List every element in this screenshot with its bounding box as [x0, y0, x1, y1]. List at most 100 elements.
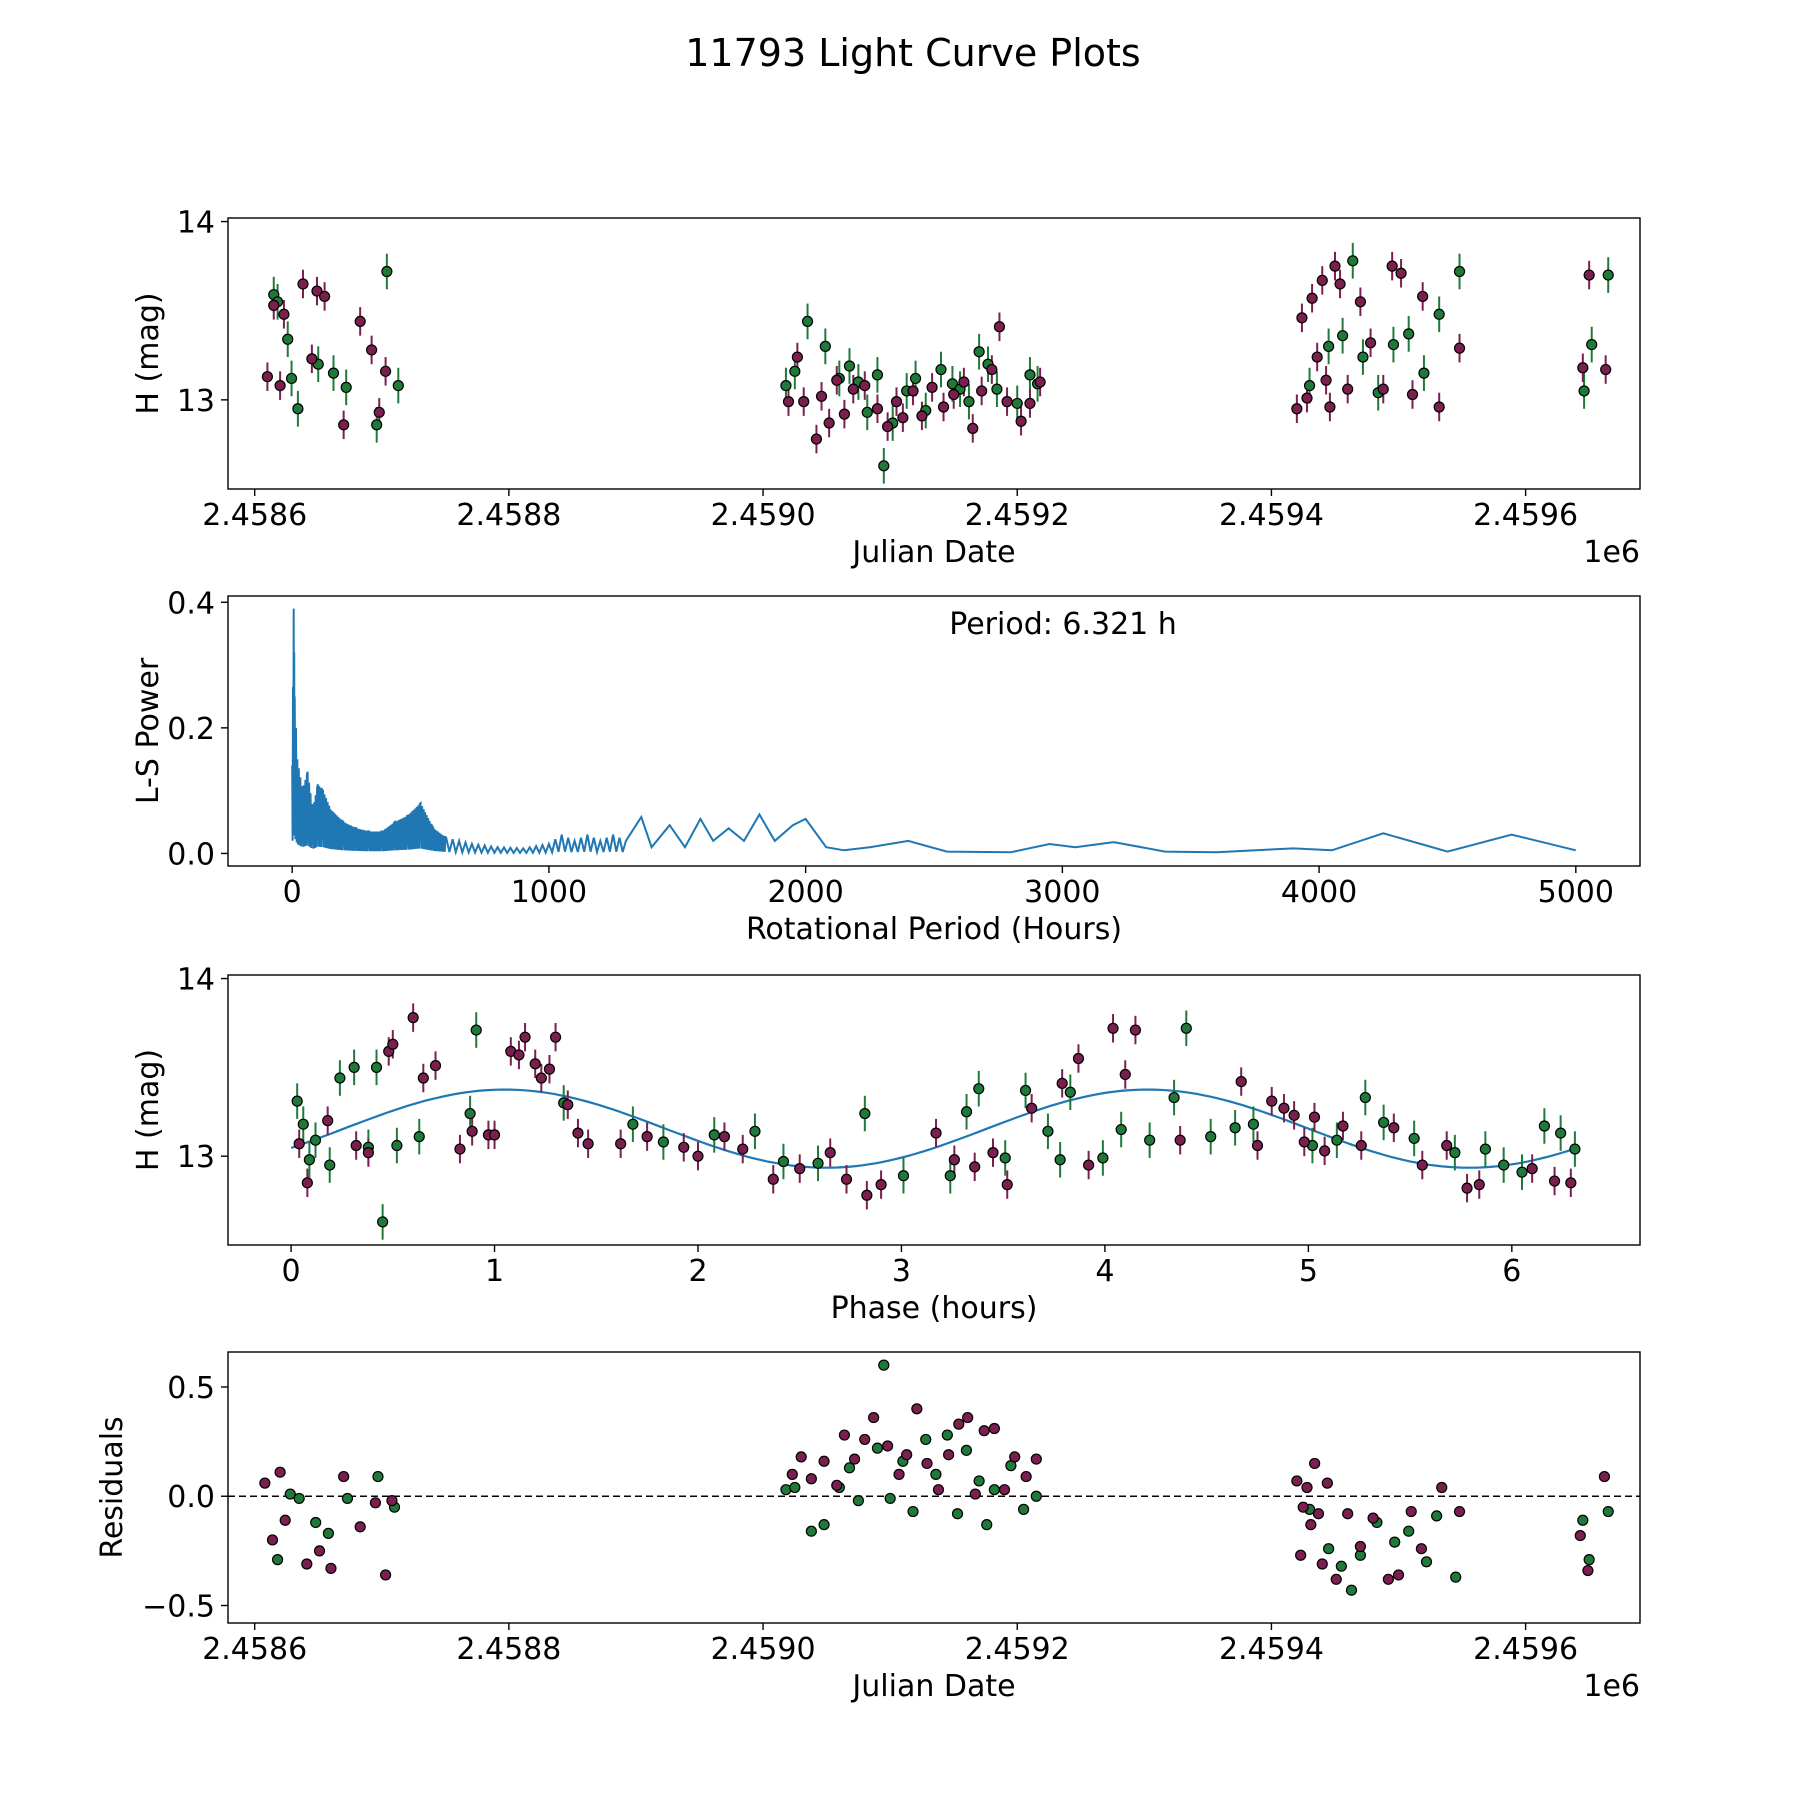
x-tick-label: 3000	[1024, 875, 1100, 910]
maroon-data-point	[350, 1139, 362, 1152]
green-data-point	[897, 1170, 910, 1182]
maroon-data-point	[1020, 1470, 1032, 1483]
green-data-point	[805, 1525, 817, 1537]
green-data-point	[1115, 1123, 1127, 1136]
x-tick-label: 5	[1299, 1254, 1318, 1289]
maroon-data-point	[930, 1127, 942, 1139]
green-data-point	[1359, 1091, 1371, 1104]
green-data-point	[657, 1136, 670, 1148]
x-tick-label: 2.4590	[711, 1632, 816, 1667]
green-data-point	[285, 372, 298, 385]
green-data-point	[291, 1095, 303, 1107]
maroon-data-point	[1034, 376, 1046, 388]
green-data-point	[843, 1462, 856, 1474]
green-data-point	[292, 403, 304, 415]
maroon-data-point	[988, 1422, 1000, 1435]
maroon-data-point	[379, 1569, 392, 1581]
maroon-data-point	[615, 1138, 627, 1150]
maroon-data-point	[1417, 290, 1429, 303]
x-tick-label: 2.4596	[1473, 1632, 1578, 1667]
maroon-data-point	[847, 383, 859, 395]
maroon-data-point	[1291, 1475, 1303, 1487]
maroon-data-point	[1415, 1543, 1428, 1555]
maroon-data-point	[1342, 383, 1354, 395]
green-data-point	[284, 1488, 296, 1500]
maroon-data-point	[798, 396, 810, 408]
maroon-data-point	[868, 1411, 880, 1424]
green-data-point	[1389, 1536, 1401, 1548]
green-data-point	[1408, 1132, 1420, 1145]
maroon-data-point	[1316, 1558, 1328, 1570]
maroon-data-point	[987, 1147, 999, 1159]
green-data-point	[1586, 338, 1598, 351]
maroon-data-point	[782, 396, 795, 408]
maroon-data-point	[549, 1031, 562, 1043]
green-data-point	[1555, 1127, 1567, 1139]
maroon-data-point	[301, 1177, 313, 1189]
maroon-data-point	[840, 1173, 853, 1185]
maroon-data-point	[641, 1131, 653, 1143]
maroon-data-point	[266, 1534, 279, 1546]
green-data-point	[812, 1157, 824, 1169]
green-data-point	[951, 1508, 964, 1520]
maroon-data-point	[1461, 1182, 1473, 1194]
green-data-point	[1323, 1543, 1335, 1555]
maroon-data-point	[786, 1468, 798, 1480]
maroon-data-point	[582, 1138, 594, 1150]
green-data-point	[818, 1519, 830, 1531]
maroon-data-point	[897, 412, 909, 424]
maroon-data-point	[838, 1429, 850, 1441]
maroon-data-point	[387, 1038, 399, 1050]
green-data-point	[348, 1061, 360, 1073]
green-data-point	[852, 1495, 864, 1507]
green-data-point	[1378, 1116, 1390, 1129]
maroon-data-point	[893, 1468, 905, 1480]
maroon-data-point	[279, 1514, 291, 1526]
y-tick-label: 13	[177, 1140, 215, 1175]
maroon-data-point	[1009, 1451, 1021, 1463]
x-tick-label: 0	[283, 875, 302, 910]
green-data-point	[1144, 1134, 1156, 1146]
green-data-point	[1247, 1118, 1260, 1130]
x-tick-label: 2.4590	[711, 498, 816, 533]
maroon-data-point	[274, 1466, 286, 1478]
axes-frame	[227, 595, 1641, 867]
maroon-data-point	[937, 401, 950, 413]
x-offset-label: 1e6	[1583, 535, 1640, 570]
x-axis-label: Julian Date	[850, 535, 1015, 570]
maroon-data-point	[311, 285, 323, 297]
maroon-data-point	[823, 417, 835, 429]
green-data-point	[392, 379, 404, 392]
y-axis-label: L-S Power	[131, 657, 166, 804]
maroon-data-point	[1235, 1075, 1247, 1088]
maroon-data-point	[1433, 401, 1445, 413]
maroon-data-point	[1321, 1477, 1333, 1489]
green-data-point	[1205, 1131, 1217, 1143]
green-data-point	[370, 1061, 383, 1073]
x-offset-label: 1e6	[1583, 1669, 1640, 1704]
green-data-point	[1337, 330, 1349, 342]
green-data-point	[859, 1107, 871, 1120]
green-data-point	[960, 1106, 973, 1118]
maroon-data-point	[379, 365, 392, 377]
maroon-data-point	[1288, 1109, 1300, 1121]
maroon-data-point	[1577, 362, 1589, 374]
green-data-point	[309, 1134, 322, 1146]
green-data-point	[1011, 397, 1023, 410]
maroon-data-point	[791, 351, 803, 363]
maroon-data-point	[1548, 1175, 1561, 1187]
green-data-point	[1387, 338, 1400, 351]
maroon-data-point	[921, 1457, 933, 1470]
maroon-data-point	[1441, 1139, 1453, 1152]
panel-3: 0 1 2 3 4 5 6 13 14 Phase (hours) H (mag)	[131, 963, 1641, 1326]
axes-frame	[227, 974, 1641, 1246]
green-data-point	[282, 333, 294, 345]
maroon-data-point	[1291, 403, 1303, 415]
green-data-point	[789, 1481, 801, 1494]
x-tick-label: 4000	[1281, 875, 1357, 910]
green-data-point	[341, 1492, 354, 1505]
maroon-data-point	[1297, 1501, 1309, 1513]
x-tick-label: 2.4594	[1219, 1632, 1324, 1667]
y-axis-label: H (mag)	[131, 292, 166, 414]
maroon-data-point	[1251, 1139, 1264, 1152]
